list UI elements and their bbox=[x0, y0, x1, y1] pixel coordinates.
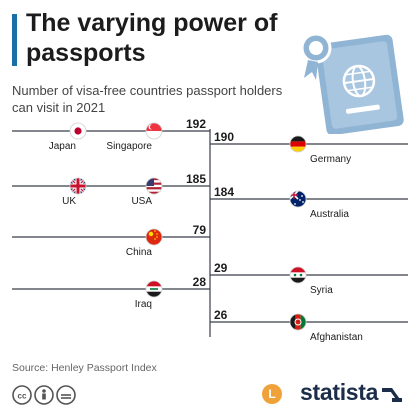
flag-australia-icon bbox=[289, 190, 307, 208]
chart-area: 192 Japan Singapore 190 Germany 185 UK USA 184 Au… bbox=[12, 117, 408, 343]
flag-germany-icon bbox=[289, 135, 307, 153]
value-label: 190 bbox=[214, 130, 234, 144]
value-label: 79 bbox=[193, 223, 207, 237]
statista-logo: statista bbox=[300, 379, 379, 405]
flag-syria-icon bbox=[289, 266, 307, 284]
title-accent-bar bbox=[12, 14, 17, 66]
value-label: 29 bbox=[214, 261, 228, 275]
chart-subtitle: Number of visa-free countries passport h… bbox=[12, 83, 283, 115]
value-label: 184 bbox=[214, 185, 234, 199]
value-label: 28 bbox=[193, 275, 207, 289]
value-label: 26 bbox=[214, 308, 228, 322]
country-label-china: China bbox=[126, 247, 153, 258]
country-label-germany: Germany bbox=[310, 154, 351, 165]
country-label-usa: USA bbox=[131, 196, 152, 207]
country-label-afghanistan: Afghanistan bbox=[310, 332, 363, 343]
flag-china-icon bbox=[145, 228, 163, 246]
flag-uk-icon bbox=[69, 177, 87, 195]
country-label-japan: Japan bbox=[49, 141, 76, 152]
statista-initial-badge: L bbox=[262, 384, 282, 404]
svg-text:cc: cc bbox=[18, 392, 27, 401]
value-label: 185 bbox=[186, 172, 206, 186]
value-label: 192 bbox=[186, 117, 206, 131]
source-note: Source: Henley Passport Index bbox=[12, 362, 157, 374]
country-label-uk: UK bbox=[62, 196, 76, 207]
flag-japan-icon bbox=[69, 122, 87, 140]
flag-afghanistan-icon bbox=[289, 313, 307, 331]
flag-singapore-icon bbox=[145, 122, 163, 140]
country-label-iraq: Iraq bbox=[135, 299, 152, 310]
country-label-australia: Australia bbox=[310, 209, 349, 220]
flag-usa-icon bbox=[145, 177, 163, 195]
creative-commons-icon: cc bbox=[12, 385, 76, 405]
passport-icon bbox=[300, 32, 404, 134]
statista-icon bbox=[382, 388, 402, 402]
country-label-singapore: Singapore bbox=[106, 141, 152, 152]
chart-title: The varying power of passports bbox=[26, 9, 278, 67]
country-label-syria: Syria bbox=[310, 285, 333, 296]
flag-iraq-icon bbox=[145, 280, 163, 298]
